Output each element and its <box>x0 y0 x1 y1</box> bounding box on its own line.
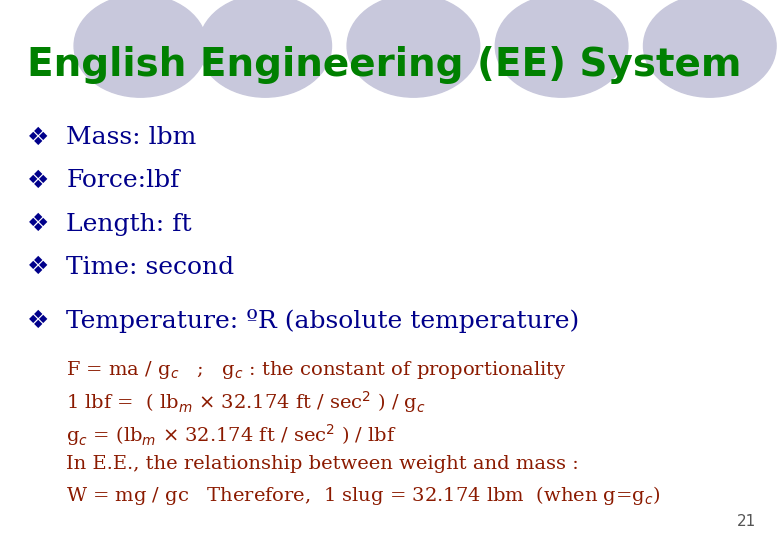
Ellipse shape <box>644 0 776 97</box>
Ellipse shape <box>74 0 207 97</box>
Text: g$_c$ = (lb$_m$ $\times$ 32.174 ft / sec$^2$ ) / lbf: g$_c$ = (lb$_m$ $\times$ 32.174 ft / sec… <box>66 422 397 448</box>
Text: ❖: ❖ <box>27 309 50 333</box>
Text: ❖: ❖ <box>27 255 50 279</box>
Text: ❖: ❖ <box>27 169 50 193</box>
Text: 1 lbf =  ( lb$_m$ $\times$ 32.174 ft / sec$^2$ ) / g$_c$: 1 lbf = ( lb$_m$ $\times$ 32.174 ft / se… <box>66 389 426 415</box>
Text: ❖: ❖ <box>27 212 50 236</box>
Ellipse shape <box>347 0 480 97</box>
Ellipse shape <box>495 0 628 97</box>
Text: W = mg / gc   Therefore,  1 slug = 32.174 lbm  (when g=g$_c$): W = mg / gc Therefore, 1 slug = 32.174 l… <box>66 484 661 507</box>
Text: F = ma / g$_c$   ;   g$_c$ : the constant of proportionality: F = ma / g$_c$ ; g$_c$ : the constant of… <box>66 359 567 381</box>
Text: Temperature: ºR (absolute temperature): Temperature: ºR (absolute temperature) <box>66 309 580 333</box>
Text: 21: 21 <box>737 514 757 529</box>
Text: Time: second: Time: second <box>66 256 235 279</box>
Text: Mass: lbm: Mass: lbm <box>66 126 197 149</box>
Ellipse shape <box>199 0 332 97</box>
Text: In E.E., the relationship between weight and mass :: In E.E., the relationship between weight… <box>66 455 579 474</box>
Text: ❖: ❖ <box>27 126 50 150</box>
Text: Length: ft: Length: ft <box>66 213 192 235</box>
Text: English Engineering (EE) System: English Engineering (EE) System <box>27 46 742 84</box>
Text: Force:lbf: Force:lbf <box>66 170 179 192</box>
